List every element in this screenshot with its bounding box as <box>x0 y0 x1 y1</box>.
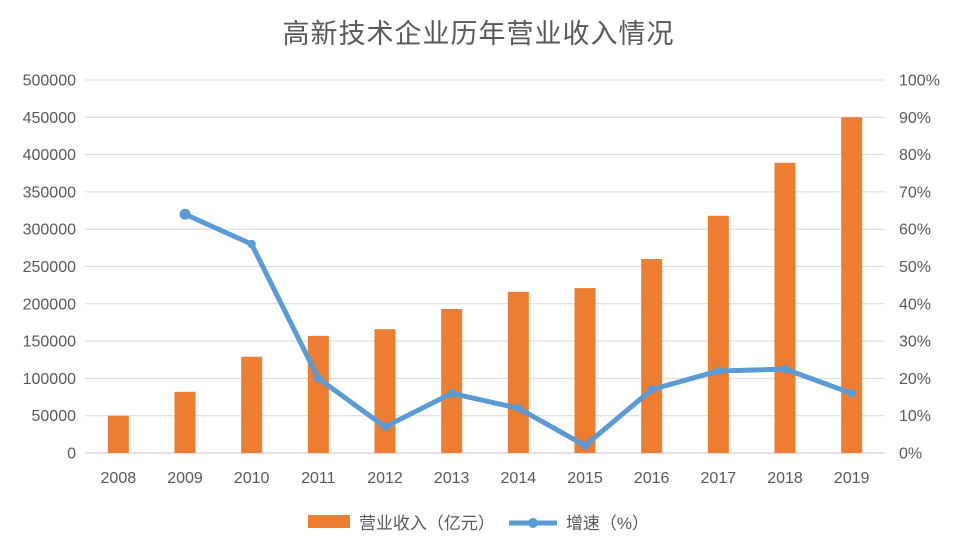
right-axis-tick-label: 80% <box>899 147 931 164</box>
growth-point-2017 <box>714 366 723 376</box>
x-axis-category-label: 2011 <box>301 470 336 487</box>
x-axis-category-label: 2014 <box>501 470 537 487</box>
bar-2011 <box>307 335 329 453</box>
growth-point-2015 <box>580 441 590 450</box>
x-axis-category-label: 2010 <box>234 470 270 487</box>
legend-label-growth: 增速（%） <box>565 514 650 533</box>
right-axis-tick-label: 100% <box>899 73 940 90</box>
left-axis-tick-label: 400000 <box>23 147 76 164</box>
x-axis-category-label: 2016 <box>634 470 670 487</box>
x-axis-category-label: 2019 <box>834 470 870 487</box>
x-axis-category-label: 2017 <box>701 470 737 487</box>
bar-2018 <box>774 162 796 453</box>
left-axis-tick-label: 0 <box>67 446 76 463</box>
legend-item-revenue: 营业收入（亿元） <box>307 509 495 534</box>
growth-point-2011 <box>314 374 323 383</box>
x-axis-category-label: 2018 <box>767 470 803 487</box>
right-axis-tick-label: 0% <box>899 446 922 463</box>
bar-2009 <box>174 391 196 453</box>
x-axis-category-label: 2013 <box>434 470 470 487</box>
left-axis-tick-label: 150000 <box>23 334 76 351</box>
left-axis-tick-label: 350000 <box>23 184 76 201</box>
revenue-bar-swatch-icon <box>307 515 350 528</box>
legend: 营业收入（亿元） 增速（%） <box>0 509 957 534</box>
right-axis-tick-label: 50% <box>899 259 931 276</box>
right-axis-tick-label: 70% <box>899 184 931 201</box>
bar-2019 <box>841 117 863 454</box>
legend-line-dot <box>527 517 538 528</box>
left-axis-tick-label: 200000 <box>23 296 76 313</box>
growth-point-2019 <box>847 389 856 398</box>
right-axis-tick-label: 10% <box>899 408 931 425</box>
left-axis-tick-label: 100000 <box>23 371 76 388</box>
bar-2008 <box>107 415 129 453</box>
chart-title: 高新技术企业历年营业收入情况 <box>282 19 675 50</box>
growth-point-2018 <box>780 364 790 374</box>
legend-label-revenue: 营业收入（亿元） <box>358 514 495 533</box>
growth-point-2010 <box>247 239 256 249</box>
bar-2013 <box>441 309 463 453</box>
bar-2010 <box>241 356 263 453</box>
bar-2017 <box>707 215 729 453</box>
left-axis-tick-label: 500000 <box>23 73 76 90</box>
bar-2016 <box>641 259 663 453</box>
legend-item-growth: 增速（%） <box>508 509 650 534</box>
right-axis-tick-label: 30% <box>899 334 931 351</box>
growth-point-2014 <box>514 404 523 413</box>
bar-2015 <box>574 288 596 453</box>
growth-point-2012 <box>380 422 390 432</box>
x-axis-category-label: 2009 <box>167 470 203 487</box>
bar-2012 <box>374 329 396 453</box>
x-axis-category-label: 2012 <box>367 470 403 487</box>
left-axis-tick-label: 250000 <box>23 259 76 276</box>
left-axis-tick-label: 50000 <box>32 408 77 425</box>
growth-point-2013 <box>447 389 456 398</box>
right-axis-tick-label: 60% <box>899 222 931 239</box>
x-axis-category-label: 2008 <box>101 470 137 487</box>
right-axis-tick-label: 20% <box>899 371 931 388</box>
growth-point-2009 <box>179 208 191 220</box>
growth-line-swatch-icon <box>508 516 557 528</box>
x-axis-category-label: 2015 <box>567 470 603 487</box>
left-axis-tick-label: 300000 <box>23 222 76 239</box>
bar-2014 <box>507 291 529 453</box>
left-axis-tick-label: 450000 <box>23 110 76 127</box>
growth-point-2016 <box>647 385 656 394</box>
right-axis-tick-label: 90% <box>899 110 931 127</box>
right-axis-tick-label: 40% <box>899 296 931 313</box>
